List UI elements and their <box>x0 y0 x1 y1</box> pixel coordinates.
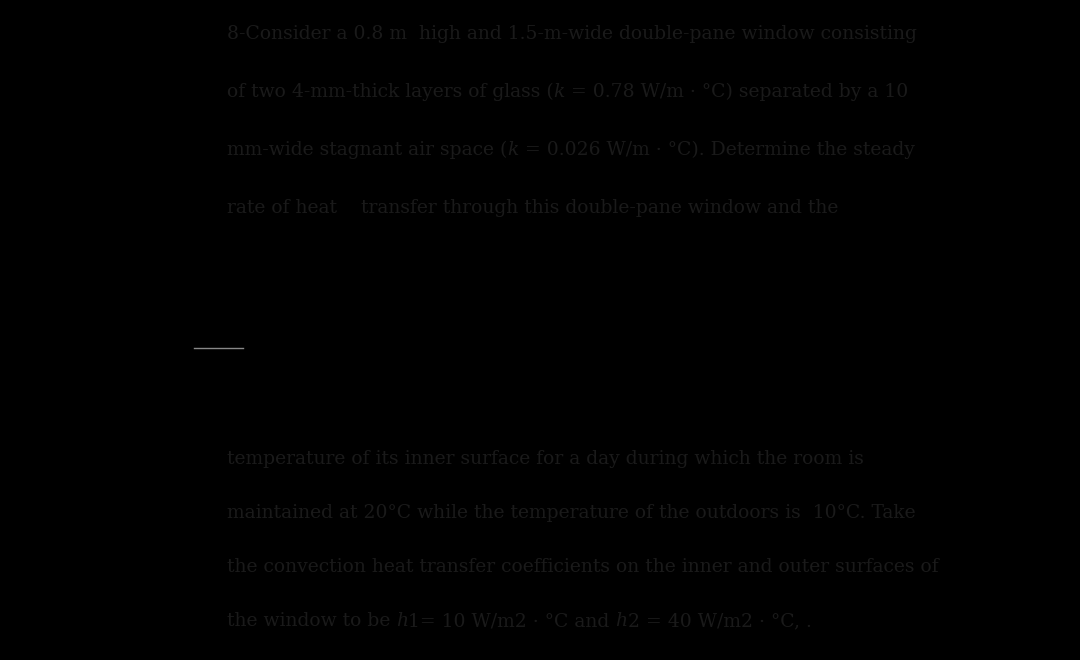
Text: = 0.026 W/m · °C). Determine the steady: = 0.026 W/m · °C). Determine the steady <box>518 141 915 159</box>
Text: rate of heat    transfer through this double-pane window and the: rate of heat transfer through this doubl… <box>227 199 838 217</box>
Text: temperature of its inner surface for a day during which the room is: temperature of its inner surface for a d… <box>227 450 864 468</box>
Text: the window to be: the window to be <box>227 612 396 630</box>
Text: the convection heat transfer coefficients on the inner and outer surfaces of: the convection heat transfer coefficient… <box>227 558 939 576</box>
Text: 8-Consider a 0.8 m  high and 1.5-m-wide double-pane window consisting: 8-Consider a 0.8 m high and 1.5-m-wide d… <box>227 25 917 43</box>
Text: = 0.78 W/m · °C) separated by a 10: = 0.78 W/m · °C) separated by a 10 <box>565 83 908 101</box>
Text: mm-wide stagnant air space (: mm-wide stagnant air space ( <box>227 141 508 159</box>
Text: k: k <box>554 83 565 101</box>
Text: k: k <box>508 141 518 159</box>
Text: 2 = 40 W/m2 · °C, .: 2 = 40 W/m2 · °C, . <box>627 612 811 630</box>
Text: h: h <box>616 612 627 630</box>
Text: 1= 10 W/m2 · °C and: 1= 10 W/m2 · °C and <box>408 612 616 630</box>
Text: maintained at 20°C while the temperature of the outdoors is  10°C. Take: maintained at 20°C while the temperature… <box>227 504 916 522</box>
Text: h: h <box>396 612 408 630</box>
Text: of two 4-mm-thick layers of glass (: of two 4-mm-thick layers of glass ( <box>227 83 554 101</box>
